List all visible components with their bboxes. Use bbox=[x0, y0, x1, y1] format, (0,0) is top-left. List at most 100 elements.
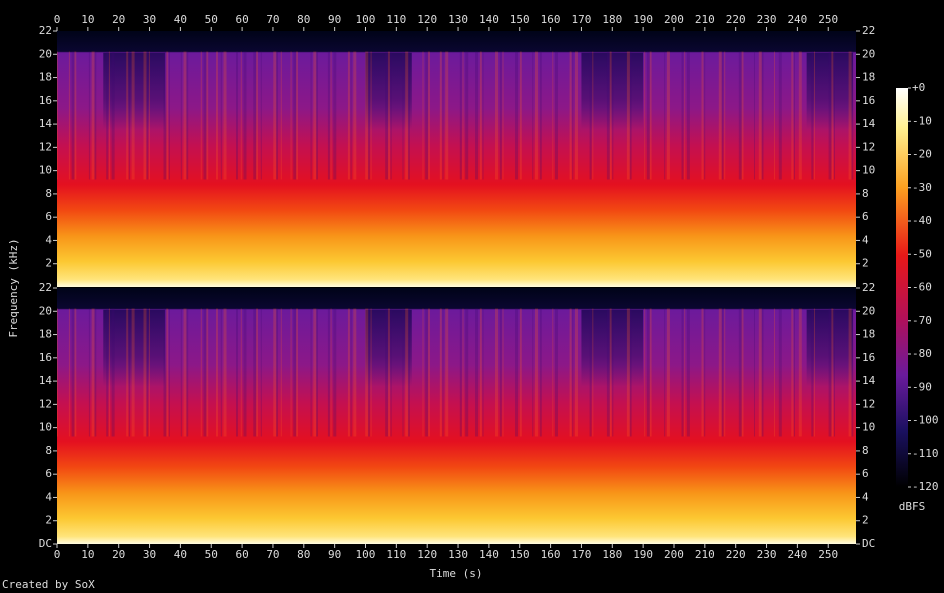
stripe bbox=[365, 308, 369, 437]
x-tick-label: 40 bbox=[174, 13, 187, 26]
y-tick-label: 4 bbox=[45, 233, 52, 246]
stripe bbox=[738, 308, 742, 437]
stripe bbox=[502, 308, 504, 437]
stripe bbox=[626, 51, 630, 180]
stripe bbox=[666, 308, 670, 437]
y-tick-label: 22 bbox=[862, 281, 875, 294]
stripe bbox=[405, 51, 409, 180]
y-tick-label: 20 bbox=[862, 47, 875, 60]
spectrogram-image bbox=[57, 288, 856, 544]
stripe bbox=[180, 308, 182, 437]
stripe bbox=[296, 51, 298, 180]
x-tick-label: 230 bbox=[757, 548, 777, 561]
stripe bbox=[200, 51, 202, 180]
stripe bbox=[74, 308, 77, 437]
stripe bbox=[327, 51, 330, 180]
stripe bbox=[333, 51, 337, 180]
x-tick-label: 220 bbox=[726, 548, 746, 561]
stripe bbox=[644, 308, 646, 437]
stripe bbox=[290, 308, 292, 437]
stripe bbox=[778, 308, 782, 437]
stripe bbox=[666, 51, 670, 180]
colorbar bbox=[896, 88, 908, 487]
stripe bbox=[387, 308, 390, 437]
stripe bbox=[532, 51, 534, 180]
stripe bbox=[313, 308, 317, 437]
stripe bbox=[684, 51, 686, 180]
stripe bbox=[758, 308, 762, 437]
y-tick-label: 10 bbox=[862, 164, 875, 177]
stripe bbox=[57, 308, 58, 437]
stripe bbox=[741, 51, 744, 180]
stripe bbox=[612, 51, 614, 180]
stripe bbox=[273, 308, 277, 437]
stripe bbox=[479, 51, 482, 180]
x-tick-label: 240 bbox=[787, 548, 807, 561]
x-tick-label: 90 bbox=[328, 13, 341, 26]
stripe bbox=[183, 308, 187, 437]
stripe bbox=[609, 51, 612, 180]
x-tick-label: 120 bbox=[417, 13, 437, 26]
quiet-region bbox=[806, 309, 853, 387]
spectrogram-image bbox=[57, 31, 856, 287]
stripe bbox=[629, 51, 632, 180]
colorbar-tick-label: -100 bbox=[912, 414, 939, 427]
x-tick-label: 100 bbox=[356, 13, 376, 26]
stripe bbox=[236, 308, 238, 437]
quiet-region bbox=[365, 52, 412, 130]
stripe bbox=[108, 51, 110, 180]
x-tick-label: 90 bbox=[328, 548, 341, 561]
x-tick-label: 180 bbox=[602, 548, 622, 561]
x-tick-label: 70 bbox=[266, 13, 279, 26]
y-tick-label: 22 bbox=[39, 24, 52, 37]
stripe bbox=[442, 51, 444, 180]
stripe bbox=[831, 51, 834, 180]
stripe bbox=[539, 308, 542, 437]
y-tick-label: 4 bbox=[45, 490, 52, 503]
stripe bbox=[499, 308, 502, 437]
y-tick-label: 18 bbox=[39, 71, 52, 84]
stripe bbox=[646, 51, 650, 180]
stripe bbox=[313, 51, 317, 180]
stripe bbox=[330, 308, 332, 437]
y-tick-label: 6 bbox=[45, 467, 52, 480]
x-tick-label: 180 bbox=[602, 13, 622, 26]
stripe bbox=[390, 308, 392, 437]
stripe bbox=[186, 308, 189, 437]
y-tick-label: 6 bbox=[45, 210, 52, 223]
stripe bbox=[425, 308, 429, 437]
y-tick-label: 22 bbox=[39, 281, 52, 294]
colorbar-tick-label: -20 bbox=[912, 148, 932, 161]
stripe bbox=[664, 51, 666, 180]
y-tick-label: 18 bbox=[862, 328, 875, 341]
stripe bbox=[439, 51, 442, 180]
stripe bbox=[163, 51, 167, 180]
stripe bbox=[71, 51, 75, 180]
stripe bbox=[794, 51, 795, 180]
stripe bbox=[131, 308, 135, 437]
x-tick-label: 150 bbox=[510, 13, 530, 26]
stripe bbox=[555, 308, 558, 437]
stripe bbox=[532, 308, 534, 437]
x-tick-label: 60 bbox=[235, 548, 248, 561]
stripe bbox=[495, 308, 498, 437]
stripe bbox=[681, 308, 684, 437]
stripe bbox=[462, 308, 464, 437]
stripe bbox=[310, 51, 312, 180]
stripe bbox=[814, 308, 815, 437]
x-tick-label: 160 bbox=[541, 548, 561, 561]
y-tick-label: 16 bbox=[862, 94, 875, 107]
stripe bbox=[798, 308, 802, 437]
stripe bbox=[465, 308, 469, 437]
stripe bbox=[575, 51, 578, 180]
stripe bbox=[220, 308, 222, 437]
x-tick-label: 250 bbox=[818, 13, 838, 26]
stripe bbox=[552, 308, 554, 437]
x-tick-label: 80 bbox=[297, 548, 310, 561]
stripe bbox=[754, 308, 755, 437]
stripe bbox=[290, 51, 292, 180]
y-tick-label: 10 bbox=[39, 421, 52, 434]
stripe bbox=[367, 51, 370, 180]
stripe bbox=[240, 308, 242, 437]
stripe bbox=[402, 308, 404, 437]
